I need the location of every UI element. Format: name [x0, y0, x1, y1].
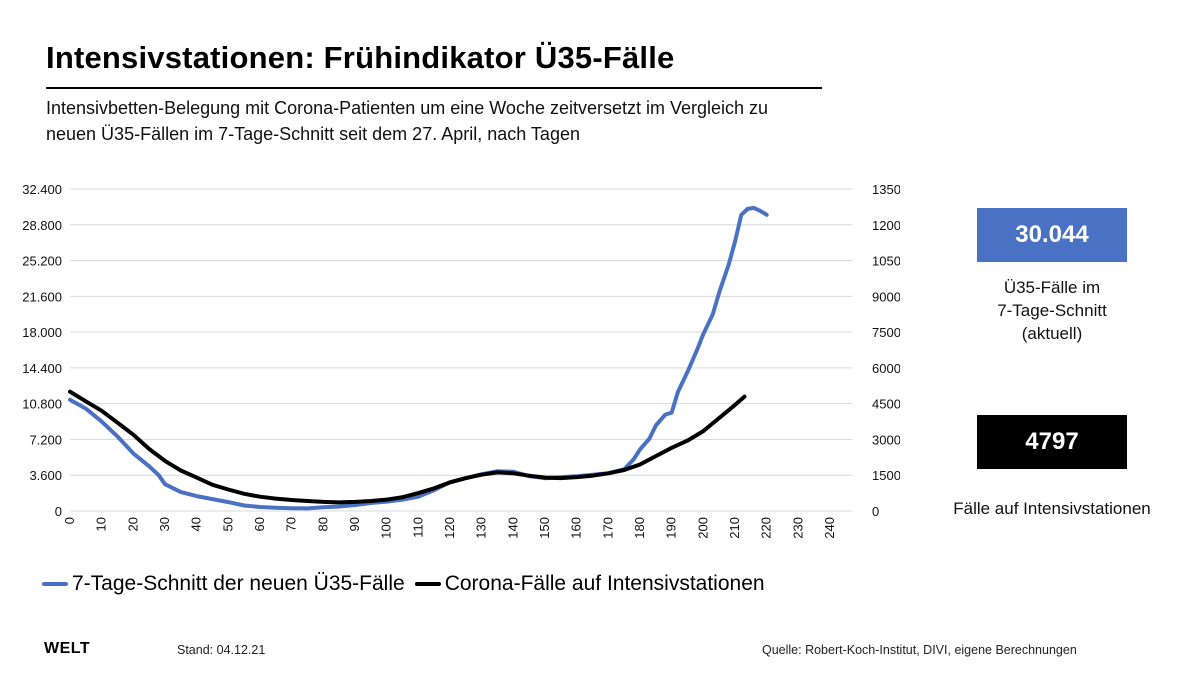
y-right-tick-label: 3000	[872, 432, 900, 447]
y-right-tick-label: 7500	[872, 325, 900, 340]
x-tick-label: 50	[220, 517, 235, 531]
x-tick-label: 80	[315, 517, 330, 531]
legend-item-blue: 7-Tage-Schnitt der neuen Ü35-Fälle	[42, 572, 405, 596]
series-line-u35-cases	[68, 205, 769, 511]
y-left-tick-label: 7.200	[29, 432, 62, 447]
x-tick-label: 70	[284, 517, 299, 531]
series-line-icu-cases	[68, 389, 747, 505]
stand-date: Stand: 04.12.21	[177, 643, 266, 657]
x-tick-label: 140	[505, 517, 520, 539]
y-left-tick-label: 18.000	[22, 325, 62, 340]
y-right-tick-label: 0	[872, 504, 879, 519]
y-right-tick-label: 1500	[872, 468, 900, 483]
legend-swatch-black	[414, 582, 441, 586]
y-left-tick-label: 14.400	[22, 361, 62, 376]
y-left-tick-label: 28.800	[22, 218, 62, 233]
y-left-tick-label: 32.400	[22, 182, 62, 197]
y-right-tick-label: 10500	[872, 254, 900, 269]
y-left-tick-label: 25.200	[22, 254, 62, 269]
y-left-tick-label: 21.600	[22, 289, 62, 304]
page-title: Intensivstationen: Frühindikator Ü35-Fäl…	[46, 40, 675, 75]
x-tick-label: 100	[379, 517, 394, 539]
legend-item-black: Corona-Fälle auf Intensivstationen	[414, 572, 765, 596]
x-tick-label: 150	[537, 517, 552, 539]
x-tick-label: 40	[189, 517, 204, 531]
brand-logo: WELT	[44, 640, 91, 657]
x-tick-label: 30	[157, 517, 172, 531]
y-right-tick-label: 6000	[872, 361, 900, 376]
legend-swatch-blue	[42, 582, 68, 586]
cases-kpi-label: Ü35-Fälle im 7-Tage-Schnitt (aktuell)	[960, 276, 1144, 345]
cases-kpi-label-line3: (aktuell)	[1021, 324, 1083, 343]
x-tick-label: 230	[790, 517, 805, 539]
cases-kpi-label-line2: 7-Tage-Schnitt	[997, 301, 1107, 320]
y-left-tick-label: 10.800	[22, 397, 62, 412]
legend-label-blue: 7-Tage-Schnitt der neuen Ü35-Fälle	[72, 572, 405, 595]
chart-legend: 7-Tage-Schnitt der neuen Ü35-Fälle Coron…	[42, 572, 775, 596]
x-tick-label: 0	[62, 517, 77, 524]
x-tick-label: 160	[569, 517, 584, 539]
x-tick-label: 240	[822, 517, 837, 539]
y-left-tick-label: 3.600	[29, 468, 62, 483]
x-tick-label: 220	[759, 517, 774, 539]
y-right-tick-label: 9000	[872, 289, 900, 304]
y-right-tick-label: 4500	[872, 397, 900, 412]
x-tick-label: 90	[347, 517, 362, 531]
legend-label-black: Corona-Fälle auf Intensivstationen	[444, 572, 765, 595]
icu-kpi-label: Fälle auf Intensivstationen	[953, 499, 1151, 518]
x-tick-label: 60	[252, 517, 267, 531]
y-right-tick-label: 12000	[872, 218, 900, 233]
y-left-tick-label: 0	[55, 504, 62, 519]
cases-kpi-label-line1: Ü35-Fälle im	[1003, 278, 1101, 297]
x-tick-label: 190	[664, 517, 679, 539]
cases-kpi-box: 30.044	[977, 208, 1127, 262]
x-tick-label: 20	[125, 517, 140, 531]
x-tick-label: 170	[600, 517, 615, 539]
x-tick-label: 110	[410, 517, 425, 538]
x-tick-label: 130	[474, 517, 489, 539]
page-subtitle: Intensivbetten-Belegung mit Corona-Patie…	[46, 98, 769, 144]
title-divider	[46, 87, 822, 89]
x-tick-label: 120	[442, 517, 457, 539]
x-tick-label: 210	[727, 517, 742, 539]
x-tick-label: 180	[632, 517, 647, 539]
x-tick-label: 200	[695, 517, 710, 539]
icu-kpi-box: 4797	[977, 415, 1127, 469]
x-tick-label: 10	[94, 517, 109, 531]
source-note: Quelle: Robert-Koch-Institut, DIVI, eige…	[762, 643, 1077, 657]
